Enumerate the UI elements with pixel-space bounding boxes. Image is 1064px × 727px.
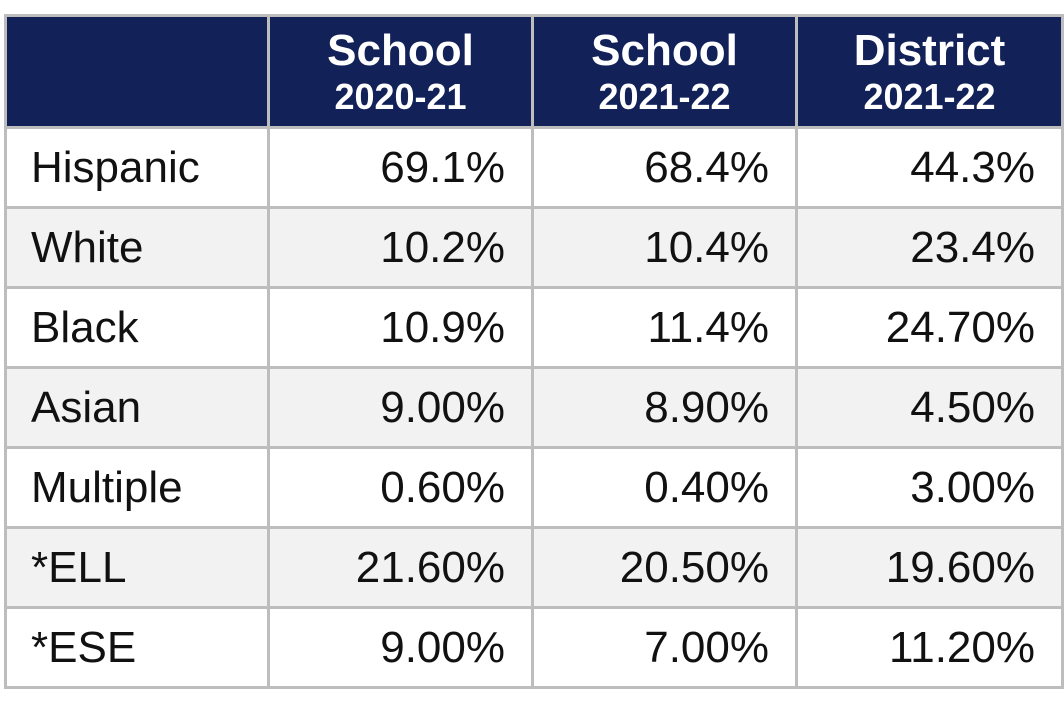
cell-value: 19.60% [795,526,1064,609]
cell-value: 0.40% [531,446,798,529]
cell-value: 24.70% [795,286,1064,369]
row-label: Hispanic [4,126,270,209]
data-table: School 2020-21 School 2021-22 District 2021-2… [4,14,1064,689]
cell-value: 69.1% [267,126,534,209]
cell-value: 20.50% [531,526,798,609]
cell-value: 68.4% [531,126,798,209]
column-period: 2020-21 [334,75,467,117]
row-label: Black [4,286,270,369]
column-header: School 2020-21 [267,14,534,129]
row-label: *ESE [4,606,270,689]
column-header: School 2021-22 [531,14,798,129]
row-label: White [4,206,270,289]
table-row: Black 10.9% 11.4% 24.70% [4,286,1064,369]
column-title: School [327,25,474,75]
row-label: *ELL [4,526,270,609]
cell-value: 9.00% [267,366,534,449]
column-period: 2021-22 [598,75,731,117]
column-period: 2021-22 [863,75,996,117]
row-label: Asian [4,366,270,449]
cell-value: 10.9% [267,286,534,369]
cell-value: 9.00% [267,606,534,689]
cell-value: 10.2% [267,206,534,289]
corner-cell [4,14,270,129]
cell-value: 8.90% [531,366,798,449]
cell-value: 21.60% [267,526,534,609]
cell-value: 23.4% [795,206,1064,289]
cell-value: 4.50% [795,366,1064,449]
table-row: *ESE 9.00% 7.00% 11.20% [4,606,1064,689]
cell-value: 0.60% [267,446,534,529]
table-row: White 10.2% 10.4% 23.4% [4,206,1064,289]
cell-value: 11.20% [795,606,1064,689]
cell-value: 7.00% [531,606,798,689]
cell-value: 3.00% [795,446,1064,529]
table-row: Hispanic 69.1% 68.4% 44.3% [4,126,1064,209]
table-row: *ELL 21.60% 20.50% 19.60% [4,526,1064,609]
cell-value: 10.4% [531,206,798,289]
header-row: School 2020-21 School 2021-22 District 2021-2… [4,14,1064,129]
table-row: Multiple 0.60% 0.40% 3.00% [4,446,1064,529]
table-row: Asian 9.00% 8.90% 4.50% [4,366,1064,449]
cell-value: 11.4% [531,286,798,369]
table-body: Hispanic 69.1% 68.4% 44.3% White 10.2% 10.4% 23… [4,126,1064,689]
column-title: School [591,25,738,75]
column-header: District 2021-22 [795,14,1064,129]
column-title: District [853,25,1006,75]
cell-value: 44.3% [795,126,1064,209]
row-label: Multiple [4,446,270,529]
